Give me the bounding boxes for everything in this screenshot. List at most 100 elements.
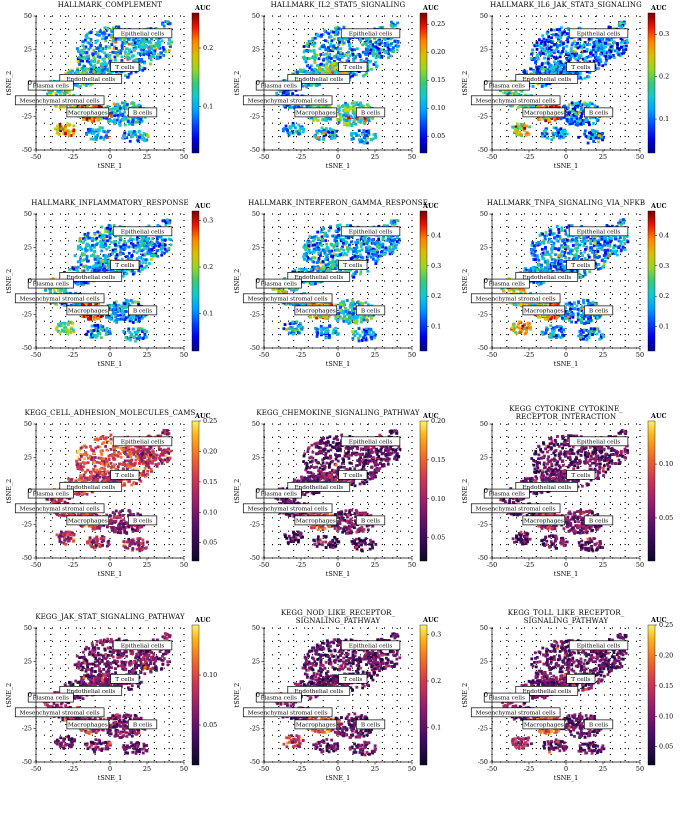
data-point — [328, 69, 331, 73]
data-point — [386, 41, 390, 45]
data-point — [347, 40, 350, 43]
data-point — [163, 238, 167, 242]
data-point — [550, 69, 554, 73]
data-point — [78, 239, 82, 243]
colorbar-tick-label: 0.05 — [431, 132, 445, 140]
data-point — [110, 119, 114, 123]
data-point — [108, 69, 112, 72]
data-point — [149, 56, 153, 60]
data-point — [101, 67, 105, 71]
data-point — [325, 70, 329, 73]
data-point — [62, 105, 66, 109]
data-point — [579, 54, 583, 58]
data-point — [96, 131, 100, 135]
data-point — [583, 129, 587, 133]
data-point — [163, 243, 167, 247]
data-point — [117, 122, 121, 126]
x-tick-label: -25 — [524, 153, 534, 161]
data-point — [95, 116, 99, 119]
data-point — [599, 52, 603, 56]
data-point — [301, 84, 305, 88]
cluster-label: Plasma cells — [27, 80, 74, 91]
data-point — [580, 46, 584, 50]
data-point — [97, 59, 101, 63]
data-point — [536, 67, 540, 71]
data-point — [531, 48, 534, 52]
data-point — [378, 26, 382, 30]
data-point — [72, 105, 76, 109]
data-point — [352, 59, 356, 63]
data-point — [365, 43, 369, 47]
data-point — [80, 56, 83, 60]
data-point — [107, 46, 111, 50]
data-point — [350, 137, 354, 141]
data-point — [328, 53, 332, 56]
data-point — [624, 48, 628, 51]
colorbar — [419, 12, 428, 154]
data-point — [143, 115, 147, 119]
data-point — [307, 83, 311, 87]
data-point — [328, 60, 331, 63]
data-point — [158, 41, 162, 44]
data-point — [366, 68, 370, 72]
data-point — [367, 131, 371, 135]
data-point — [341, 40, 345, 44]
data-point — [594, 48, 598, 52]
data-point — [151, 237, 155, 241]
data-point — [114, 50, 118, 54]
data-point — [96, 39, 99, 43]
data-point — [307, 57, 311, 60]
data-point — [374, 60, 377, 64]
data-point — [367, 41, 370, 44]
data-point — [99, 71, 102, 75]
data-point — [81, 40, 85, 44]
data-point — [343, 122, 347, 125]
data-point — [154, 244, 158, 248]
data-point — [67, 133, 71, 137]
data-point — [99, 245, 103, 249]
data-point — [592, 140, 596, 143]
data-point — [312, 44, 316, 48]
data-point — [146, 50, 150, 54]
data-point — [347, 59, 351, 63]
data-point — [624, 44, 628, 48]
data-point — [310, 43, 314, 46]
data-point — [365, 57, 368, 61]
data-point — [161, 22, 164, 26]
data-point — [72, 93, 76, 97]
data-point — [161, 46, 165, 49]
data-point — [118, 106, 122, 110]
data-point — [543, 56, 547, 60]
data-point — [345, 70, 349, 74]
data-point — [597, 140, 600, 144]
data-point — [104, 28, 108, 32]
colorbar-tick-label: 0.20 — [431, 48, 445, 56]
data-point — [372, 133, 376, 137]
data-point — [76, 67, 79, 71]
data-point — [123, 42, 127, 45]
x-tick-label: -25 — [296, 153, 306, 161]
data-point — [117, 241, 121, 245]
data-point — [383, 42, 387, 45]
data-point — [363, 42, 367, 45]
data-point — [378, 42, 382, 46]
x-tick-label: 0 — [564, 153, 568, 161]
data-point — [85, 69, 88, 73]
data-point — [333, 134, 337, 137]
data-point — [613, 49, 617, 53]
cluster-label-text: Plasma cells — [261, 84, 297, 90]
data-point — [117, 25, 121, 29]
cluster-label-box — [110, 61, 140, 72]
data-point — [80, 49, 84, 52]
data-point — [535, 53, 539, 57]
data-point — [55, 128, 59, 132]
x-tick-label: -50 — [487, 153, 497, 161]
data-point — [49, 290, 52, 294]
data-point — [150, 241, 154, 245]
data-point — [332, 66, 336, 70]
data-point — [93, 116, 97, 120]
data-point — [92, 56, 96, 59]
data-point — [327, 47, 331, 51]
data-point — [168, 38, 171, 42]
data-point — [592, 121, 595, 125]
